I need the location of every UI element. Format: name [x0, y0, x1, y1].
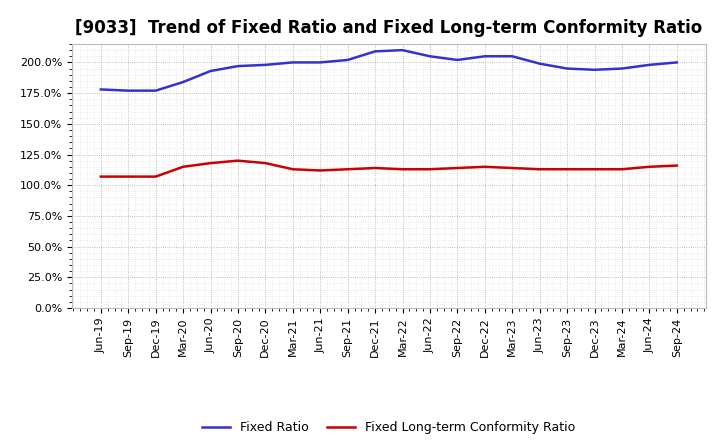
Fixed Long-term Conformity Ratio: [645, 164, 654, 169]
Fixed Ratio: [508, 54, 516, 59]
Fixed Ratio: [672, 60, 681, 65]
Fixed Ratio: [371, 49, 379, 54]
Fixed Long-term Conformity Ratio: [206, 161, 215, 166]
Fixed Long-term Conformity Ratio: [96, 174, 105, 179]
Line: Fixed Ratio: Fixed Ratio: [101, 50, 677, 91]
Fixed Long-term Conformity Ratio: [233, 158, 242, 163]
Fixed Ratio: [316, 60, 325, 65]
Fixed Long-term Conformity Ratio: [289, 167, 297, 172]
Title: [9033]  Trend of Fixed Ratio and Fixed Long-term Conformity Ratio: [9033] Trend of Fixed Ratio and Fixed Lo…: [75, 19, 703, 37]
Fixed Long-term Conformity Ratio: [343, 167, 352, 172]
Fixed Long-term Conformity Ratio: [179, 164, 187, 169]
Fixed Long-term Conformity Ratio: [398, 167, 407, 172]
Fixed Ratio: [289, 60, 297, 65]
Fixed Ratio: [233, 63, 242, 69]
Fixed Long-term Conformity Ratio: [590, 167, 599, 172]
Fixed Ratio: [179, 80, 187, 85]
Fixed Long-term Conformity Ratio: [316, 168, 325, 173]
Fixed Long-term Conformity Ratio: [124, 174, 132, 179]
Fixed Long-term Conformity Ratio: [261, 161, 270, 166]
Fixed Ratio: [645, 62, 654, 67]
Fixed Long-term Conformity Ratio: [480, 164, 489, 169]
Fixed Long-term Conformity Ratio: [426, 167, 434, 172]
Fixed Ratio: [261, 62, 270, 67]
Fixed Ratio: [590, 67, 599, 73]
Fixed Long-term Conformity Ratio: [563, 167, 572, 172]
Fixed Ratio: [343, 57, 352, 62]
Fixed Ratio: [480, 54, 489, 59]
Fixed Ratio: [398, 48, 407, 53]
Fixed Long-term Conformity Ratio: [371, 165, 379, 171]
Fixed Ratio: [206, 68, 215, 73]
Fixed Long-term Conformity Ratio: [453, 165, 462, 171]
Fixed Ratio: [563, 66, 572, 71]
Fixed Ratio: [426, 54, 434, 59]
Fixed Long-term Conformity Ratio: [151, 174, 160, 179]
Fixed Ratio: [453, 57, 462, 62]
Fixed Ratio: [618, 66, 626, 71]
Fixed Long-term Conformity Ratio: [536, 167, 544, 172]
Fixed Ratio: [124, 88, 132, 93]
Line: Fixed Long-term Conformity Ratio: Fixed Long-term Conformity Ratio: [101, 161, 677, 176]
Legend: Fixed Ratio, Fixed Long-term Conformity Ratio: Fixed Ratio, Fixed Long-term Conformity …: [197, 416, 580, 439]
Fixed Long-term Conformity Ratio: [672, 163, 681, 168]
Fixed Ratio: [151, 88, 160, 93]
Fixed Long-term Conformity Ratio: [618, 167, 626, 172]
Fixed Ratio: [96, 87, 105, 92]
Fixed Ratio: [536, 61, 544, 66]
Fixed Long-term Conformity Ratio: [508, 165, 516, 171]
